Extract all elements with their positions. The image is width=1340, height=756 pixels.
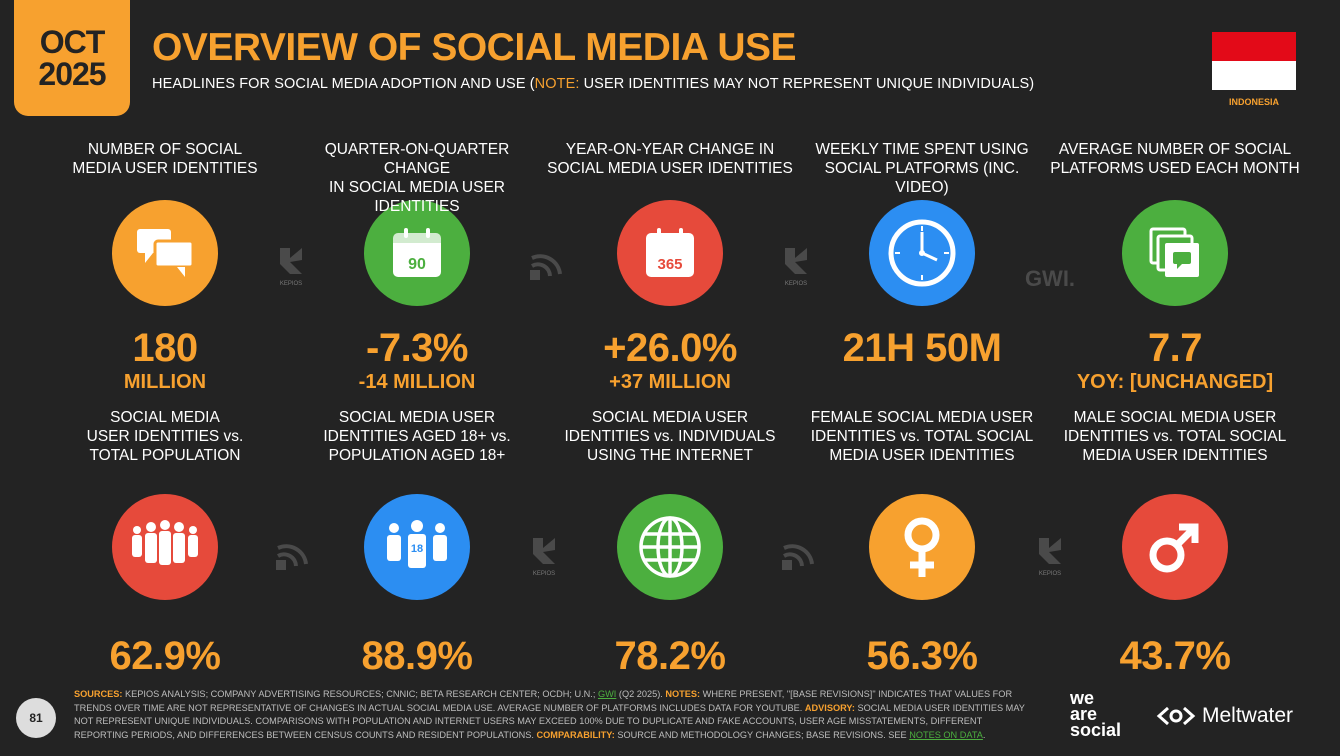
stat-value: -7.3% (366, 326, 469, 370)
datareportal-logo (272, 534, 312, 579)
male-symbol-icon (1122, 494, 1228, 600)
kepios-logo: KEPIOS (1030, 536, 1070, 577)
datareportal-logo (778, 534, 818, 579)
gwi-link[interactable]: GWI (597, 689, 617, 699)
date-badge: OCT 2025 (14, 0, 130, 116)
stat-subvalue: +37 MILLION (609, 371, 731, 393)
datareportal-logo (526, 244, 566, 289)
stat-avg-platforms: AVERAGE NUMBER OF SOCIAL PLATFORMS USED E… (1050, 141, 1300, 393)
calendar-90-icon: 90 (364, 200, 470, 306)
clock-icon (869, 200, 975, 306)
indonesia-flag-icon (1212, 32, 1296, 90)
speech-bubbles-icon (112, 200, 218, 306)
meltwater-mark-icon (1156, 706, 1196, 726)
svg-text:18: 18 (411, 543, 423, 555)
date-month: OCT (39, 24, 106, 60)
stat-value: 78.2% (614, 634, 726, 678)
stat-qoq-change: QUARTER-ON-QUARTER CHANGE IN SOCIAL MEDIA… (292, 140, 542, 394)
adults-18-icon: 18 (364, 494, 470, 600)
gwi-logo: GWI. (1024, 266, 1076, 291)
stat-value: 7.7 (1147, 326, 1203, 370)
svg-text:365: 365 (657, 256, 682, 273)
date-year: 2025 (38, 56, 106, 92)
page-subtitle: HEADLINES FOR SOCIAL MEDIA ADOPTION AND … (152, 76, 1035, 92)
meltwater-logo: Meltwater (1156, 704, 1293, 728)
stacked-windows-icon (1122, 200, 1228, 306)
stat-users-vs-population: SOCIAL MEDIA USER IDENTITIES vs. TOTAL POP… (40, 408, 290, 678)
we-are-social-logo: we are social (1070, 688, 1122, 740)
calendar-365-icon: 365 (617, 200, 723, 306)
stat-adult-users: SOCIAL MEDIA USER IDENTITIES AGED 18+ vs.… (292, 408, 542, 678)
stat-users-vs-internet: SOCIAL MEDIA USER IDENTITIES vs. INDIVIDU… (545, 408, 795, 678)
female-symbol-icon (869, 494, 975, 600)
globe-icon (617, 494, 723, 600)
page-number: 81 (16, 698, 56, 738)
kepios-logo: KEPIOS (776, 246, 816, 287)
stat-value: 88.9% (361, 634, 473, 678)
notes-on-data-link[interactable]: NOTES ON DATA (909, 729, 983, 740)
stat-value: 21H 50M (842, 326, 1002, 370)
stat-subvalue: YOY: [UNCHANGED] (1076, 371, 1274, 393)
footer-notes: SOURCES: KEPIOS ANALYSIS; COMPANY ADVERT… (74, 689, 1025, 740)
stat-value: 56.3% (866, 634, 978, 678)
stat-value: 180 (132, 326, 198, 370)
country-label: INDONESIA (1228, 97, 1279, 107)
stat-value: 43.7% (1119, 634, 1231, 678)
svg-text:90: 90 (408, 256, 426, 273)
kepios-logo: KEPIOS (271, 246, 311, 287)
stat-female-users: FEMALE SOCIAL MEDIA USER IDENTITIES vs. T… (797, 408, 1047, 678)
stat-weekly-time: WEEKLY TIME SPENT USING SOCIAL PLATFORMS … (797, 140, 1047, 370)
page-title: OVERVIEW OF SOCIAL MEDIA USE (152, 26, 797, 69)
stat-yoy-change: YEAR-ON-YEAR CHANGE IN SOCIAL MEDIA USER … (545, 140, 795, 394)
stat-value: 62.9% (109, 634, 221, 678)
crowd-icon (112, 494, 218, 600)
stat-subvalue: MILLION (123, 371, 207, 393)
stat-male-users: MALE SOCIAL MEDIA USER IDENTITIES vs. TOT… (1050, 408, 1300, 678)
kepios-logo: KEPIOS (524, 536, 564, 577)
stat-social-media-users: NUMBER OF SOCIAL MEDIA USER IDENTITIES 18… (40, 140, 290, 394)
stat-value: +26.0% (603, 326, 737, 370)
stat-subvalue: -14 MILLION (358, 371, 476, 393)
